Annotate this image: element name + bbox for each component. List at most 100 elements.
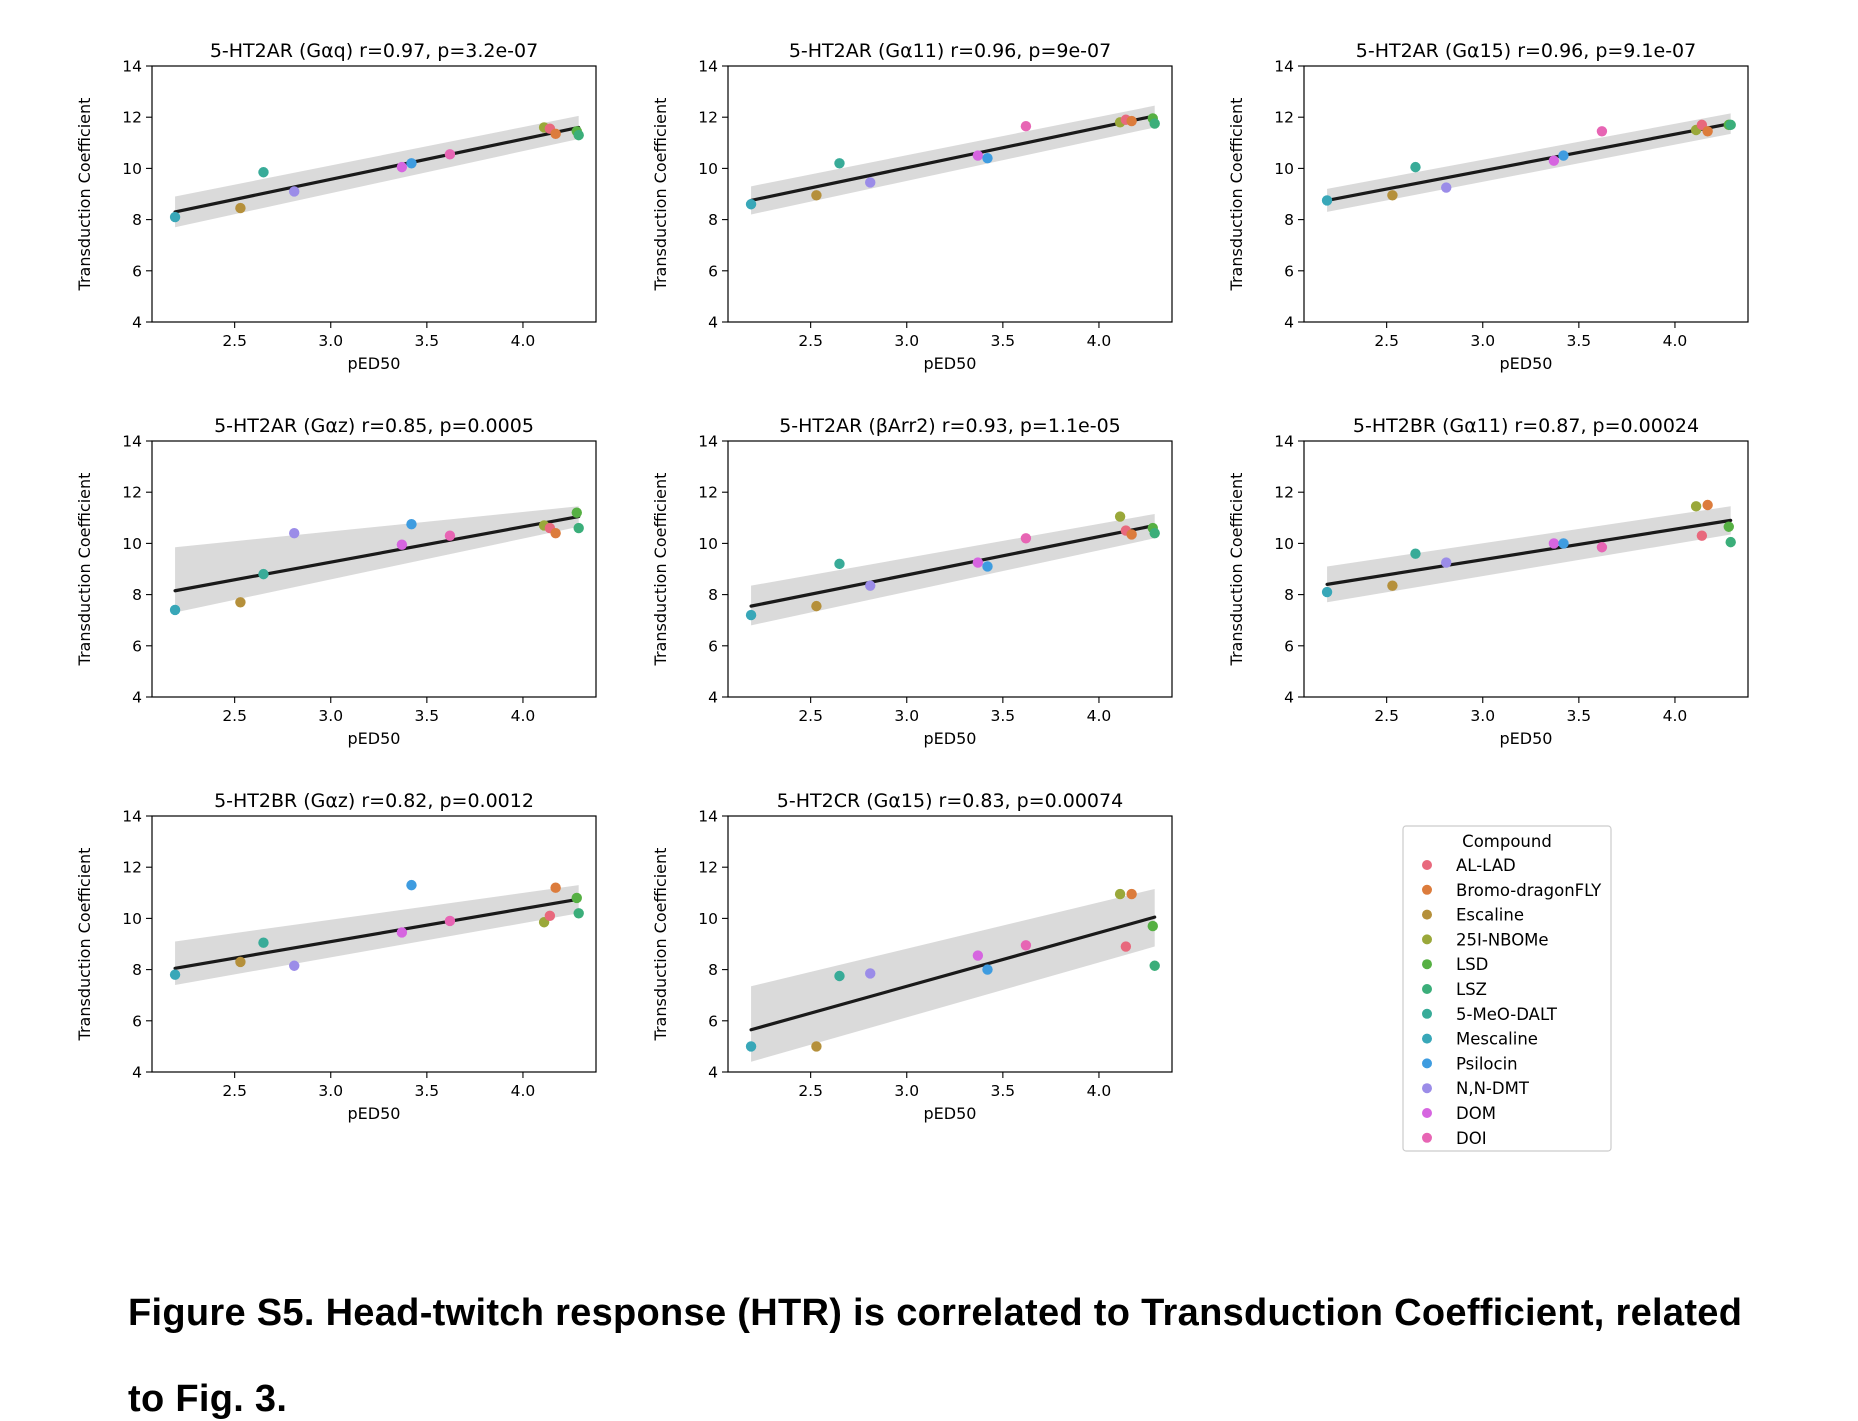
legend-label: Bromo-dragonFLY <box>1456 881 1602 900</box>
data-point-lsd <box>571 892 582 904</box>
legend-marker <box>1422 909 1432 920</box>
chart-panel-4: 5-HT2AR (Gαz) r=0.85, p=0.0005 4 6 8 10 12 14 2… <box>75 415 597 748</box>
x-tick-label: 3.5 <box>415 707 440 725</box>
chart-title: 5-HT2AR (βArr2) r=0.93, p=1.1e-05 <box>779 415 1121 437</box>
x-tick-label: 3.0 <box>1470 332 1495 350</box>
y-tick-label: 4 <box>132 314 142 332</box>
x-tick-label: 3.0 <box>894 332 919 350</box>
x-tick-label: 3.0 <box>1470 707 1495 725</box>
data-point-escaline <box>811 1041 822 1052</box>
data-point-al-lad <box>1696 530 1708 541</box>
data-point-escaline <box>811 190 822 201</box>
data-point-lsz <box>1725 119 1736 131</box>
y-tick-label: 8 <box>1284 586 1294 604</box>
y-tick-label: 14 <box>122 58 142 76</box>
x-tick-label: 4.0 <box>1087 332 1112 350</box>
data-point-al-lad <box>1120 941 1132 952</box>
chart-panel-8: 5-HT2CR (Gα15) r=0.83, p=0.00074 4 6 8 10 12 1… <box>651 790 1173 1123</box>
x-tick-label: 2.5 <box>222 332 247 350</box>
x-tick-label: 3.5 <box>415 1082 440 1100</box>
data-point-mescaline <box>1321 195 1333 206</box>
chart-title: 5-HT2AR (Gα15) r=0.96, p=9.1e-07 <box>1356 40 1697 62</box>
legend-label: AL-LAD <box>1456 856 1516 875</box>
y-tick-label: 12 <box>698 484 718 502</box>
x-tick-label: 2.5 <box>222 707 247 725</box>
data-point-psilocin <box>982 964 993 975</box>
data-point-bromo-dragonfly <box>1702 499 1713 511</box>
regression-line <box>1325 518 1733 586</box>
legend-marker <box>1422 860 1432 870</box>
data-point-mescaline <box>169 604 181 616</box>
data-point-5-meo-dalt <box>834 970 845 982</box>
x-tick-label: 2.5 <box>222 1082 247 1100</box>
y-tick-label: 14 <box>698 58 718 76</box>
y-tick-label: 10 <box>698 535 718 553</box>
x-tick-label: 3.5 <box>1567 707 1592 725</box>
y-tick-label: 6 <box>708 637 718 655</box>
legend-marker <box>1422 1058 1432 1069</box>
legend-item-mescaline: Mescaline <box>1422 1030 1538 1049</box>
data-point-psilocin <box>406 158 417 169</box>
y-tick-label: 4 <box>708 689 718 707</box>
legend-item-doi: DOI <box>1422 1129 1487 1148</box>
plot-frame <box>151 815 597 1073</box>
regression-line <box>173 125 581 214</box>
data-point-dom <box>396 539 408 550</box>
data-point-lsz <box>1149 960 1160 971</box>
x-tick-label: 4.0 <box>1087 1082 1112 1100</box>
y-tick-label: 8 <box>132 961 142 979</box>
y-tick-label: 12 <box>122 109 142 127</box>
x-tick-label: 3.5 <box>991 332 1016 350</box>
legend-marker <box>1422 884 1432 895</box>
confidence-band <box>175 115 579 228</box>
y-axis-label: Transduction Coefficient <box>75 473 94 667</box>
chart-title: 5-HT2AR (Gα11) r=0.96, p=9e-07 <box>789 40 1111 62</box>
y-tick-label: 4 <box>132 1064 142 1082</box>
data-point-lsd <box>1723 521 1734 532</box>
data-point-bromo-dragonfly <box>1126 529 1137 540</box>
legend-title: Compound <box>1462 832 1552 851</box>
y-tick-label: 10 <box>1274 160 1294 178</box>
data-point-dom <box>972 557 984 568</box>
plot-frame <box>727 815 1173 1073</box>
x-tick-label: 4.0 <box>1663 707 1688 725</box>
data-point-25i-nbome <box>1114 888 1126 900</box>
chart-title: 5-HT2BR (Gαz) r=0.82, p=0.0012 <box>214 790 534 812</box>
x-tick-label: 2.5 <box>1374 332 1399 350</box>
chart-panel-1: 5-HT2AR (Gαq) r=0.97, p=3.2e-07 4 6 8 10 12 14… <box>75 40 597 373</box>
y-tick-label: 8 <box>1284 211 1294 229</box>
x-axis-label: pED50 <box>348 729 401 748</box>
data-point-5-meo-dalt <box>1410 548 1421 559</box>
y-tick-label: 12 <box>698 859 718 877</box>
data-point-dom <box>1548 538 1560 549</box>
y-tick-label: 8 <box>132 586 142 604</box>
confidence-band <box>751 105 1155 215</box>
x-tick-label: 4.0 <box>511 1082 536 1100</box>
legend-label: DOM <box>1456 1104 1496 1123</box>
data-point-n-n-dmt <box>865 968 876 979</box>
regression-line <box>1325 121 1733 202</box>
legend-label: Psilocin <box>1456 1054 1518 1073</box>
data-point-lsz <box>1149 118 1160 129</box>
data-point-lsz <box>573 908 584 919</box>
data-point-escaline <box>811 600 822 612</box>
chart-title: 5-HT2AR (Gαz) r=0.85, p=0.0005 <box>214 415 534 437</box>
legend-label: Mescaline <box>1456 1030 1538 1049</box>
data-point-doi <box>1020 533 1032 544</box>
data-point-mescaline <box>169 969 181 980</box>
y-tick-label: 14 <box>1274 433 1294 451</box>
x-axis-label: pED50 <box>924 729 977 748</box>
data-point-dom <box>396 927 408 938</box>
y-tick-label: 12 <box>122 484 142 502</box>
data-point-bromo-dragonfly <box>550 882 561 893</box>
y-axis-label: Transduction Coefficient <box>651 848 670 1042</box>
legend-label: LSZ <box>1456 980 1487 999</box>
plot-frame <box>151 440 597 698</box>
chart-title: 5-HT2BR (Gα11) r=0.87, p=0.00024 <box>1353 415 1699 437</box>
y-tick-label: 4 <box>1284 314 1294 332</box>
legend-box <box>1402 825 1612 1152</box>
chart-title: 5-HT2CR (Gα15) r=0.83, p=0.00074 <box>777 790 1123 812</box>
legend-item-n-n-dmt: N,N-DMT <box>1422 1079 1530 1098</box>
legend: Compound AL-LAD Bromo-dragonFLY Escaline 25I… <box>1402 825 1612 1152</box>
plot-frame <box>727 440 1173 698</box>
